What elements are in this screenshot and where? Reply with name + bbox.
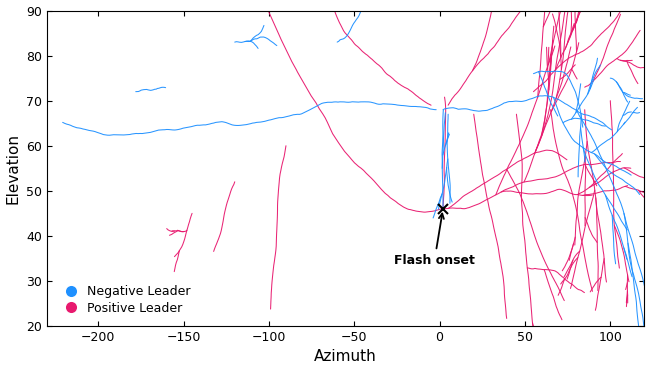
X-axis label: Azimuth: Azimuth xyxy=(315,349,377,364)
Text: Flash onset: Flash onset xyxy=(394,213,475,267)
Y-axis label: Elevation: Elevation xyxy=(6,133,21,204)
Legend: Negative Leader, Positive Leader: Negative Leader, Positive Leader xyxy=(53,280,196,320)
